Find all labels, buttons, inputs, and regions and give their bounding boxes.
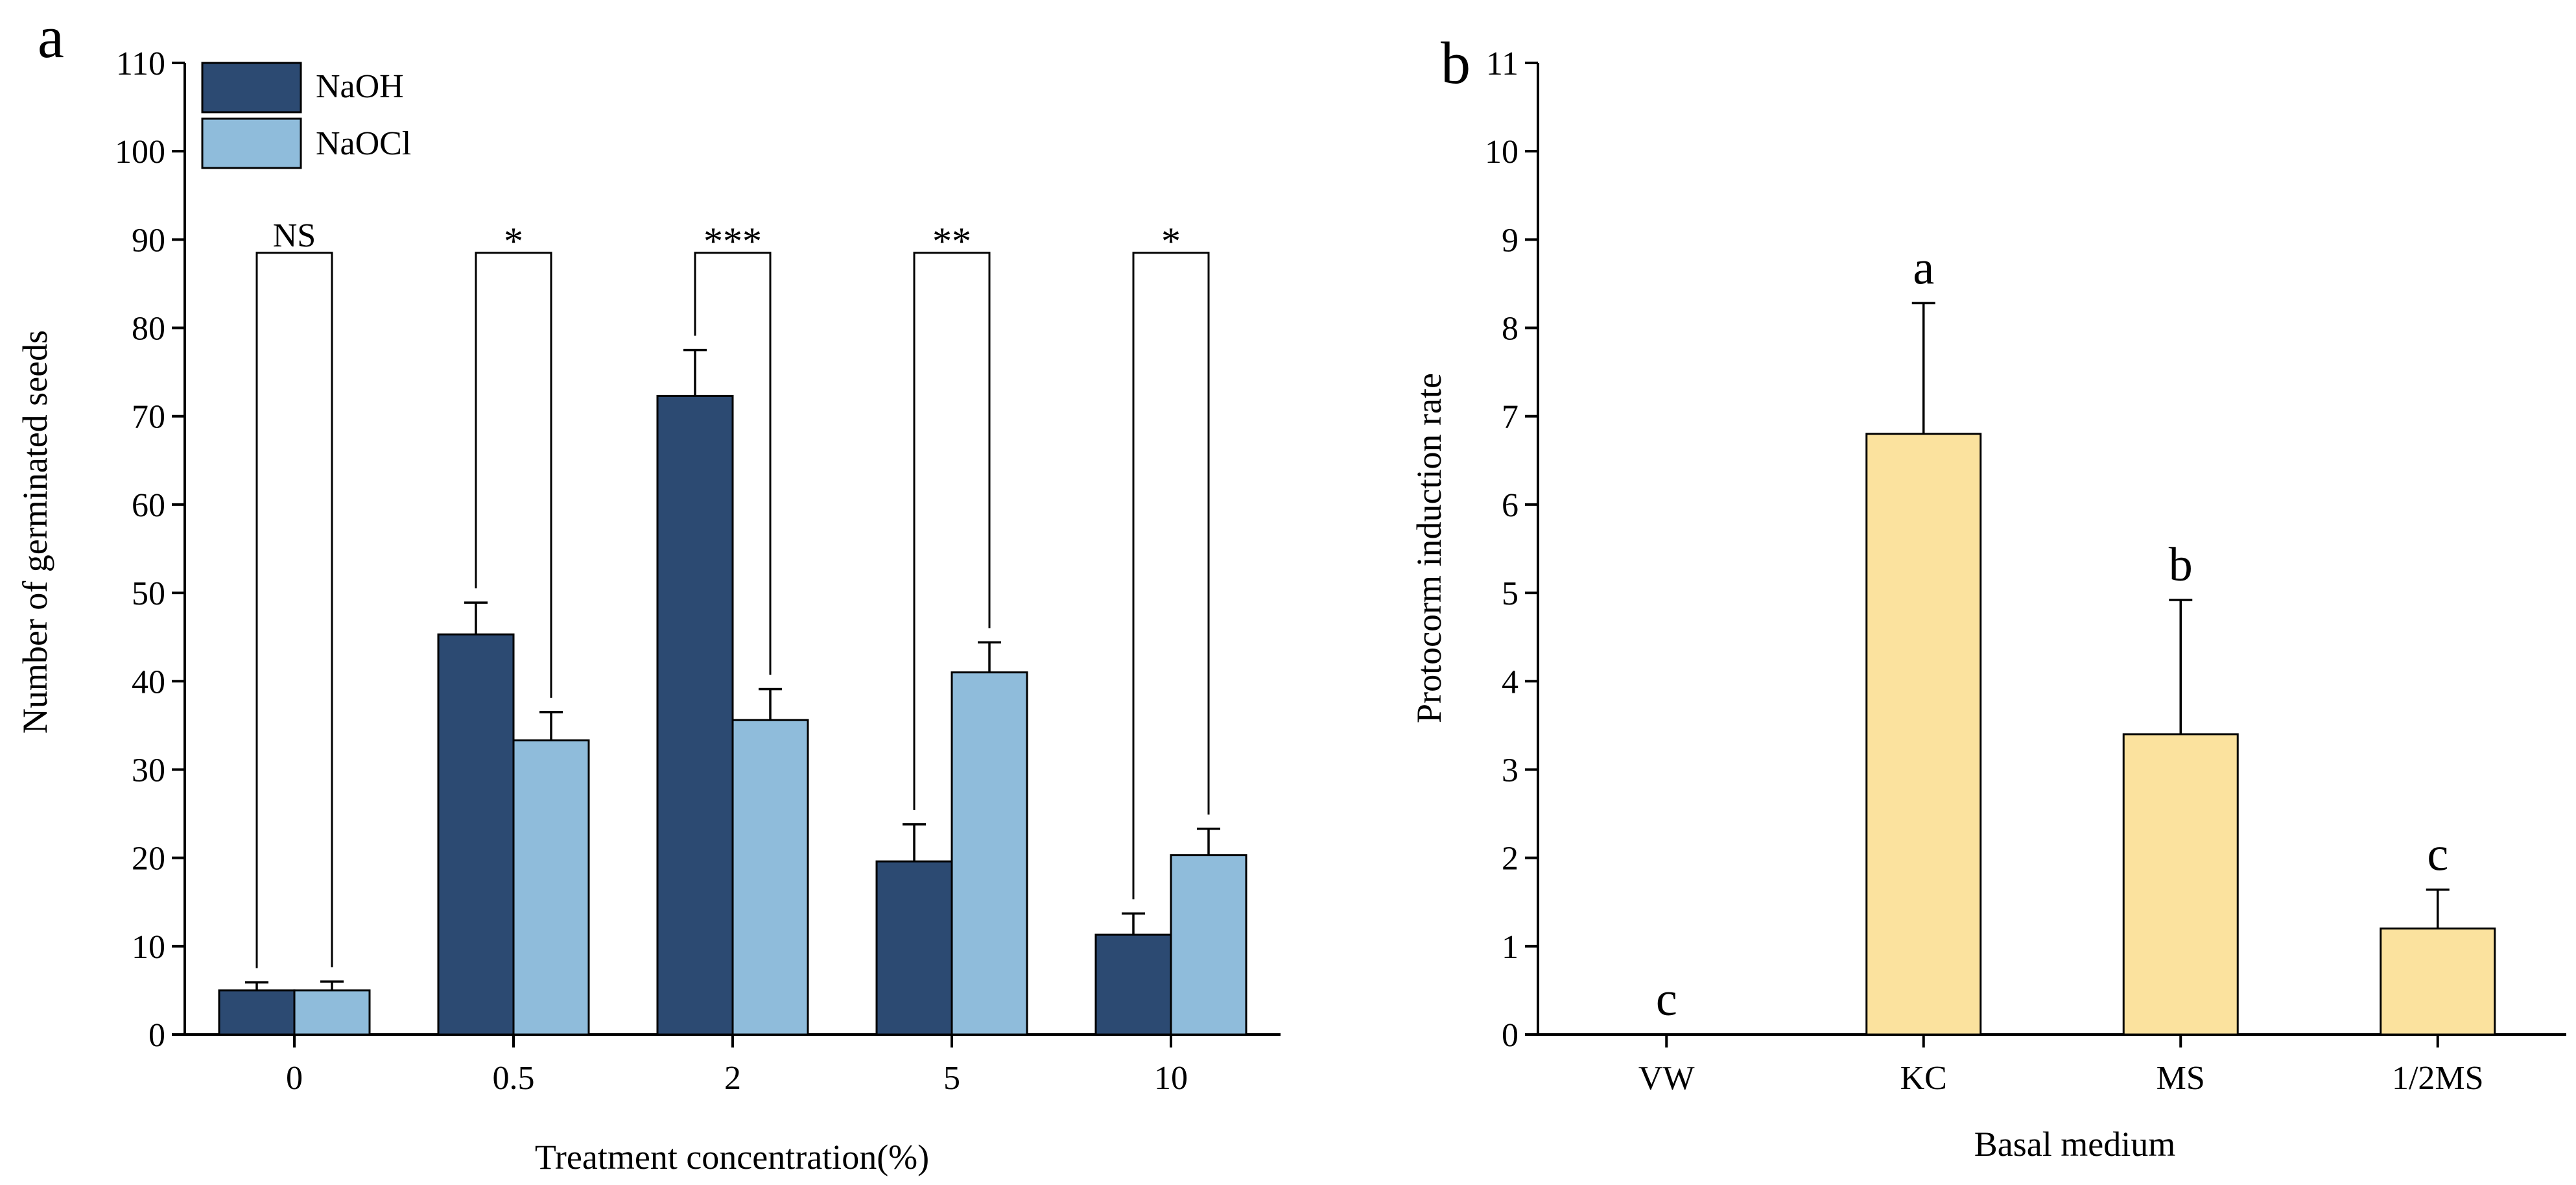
legend-swatch-naoh: [201, 62, 302, 114]
y-tick-label-11: 11: [1486, 45, 1518, 82]
bar-naoh-10: [1094, 933, 1172, 1036]
bar-naoh-0: [218, 989, 296, 1036]
bar-naocl-0: [293, 989, 371, 1036]
x-tick-label-vw: VW: [1638, 1060, 1695, 1097]
panel-a-y-axis-title: Number of germinated seeds: [16, 330, 54, 734]
panel-a-label: a: [38, 4, 64, 70]
bar-kc: [1865, 433, 1982, 1036]
x-tick-label-5: 5: [943, 1060, 960, 1097]
y-tick-label-50: 50: [132, 575, 165, 612]
significance-bracket-0: [255, 252, 333, 968]
panel-b-y-axis-title: Protocorm induction rate: [1410, 373, 1448, 723]
y-tick-label-7: 7: [1502, 399, 1518, 436]
y-tick-label-40: 40: [132, 664, 165, 700]
significance-bracket-2: [694, 252, 772, 675]
panel-b-x-axis-title: Basal medium: [1974, 1125, 2175, 1164]
significance-letter-vw: c: [1656, 973, 1677, 1026]
y-tick-label-60: 60: [132, 487, 165, 524]
significance-bracket-0-5: [475, 252, 552, 698]
significance-label-5: **: [932, 220, 971, 263]
y-tick-label-3: 3: [1502, 752, 1518, 789]
y-tick-label-9: 9: [1502, 222, 1518, 259]
y-tick-label-1: 1: [1502, 929, 1518, 966]
bar-naoh-0-5: [437, 633, 515, 1036]
panel-b-chart: b 0 1 2 3 4 5 6 7 8 9 10 11 VW KC MS 1/2MS c a b c Basal m…: [1410, 30, 2566, 1164]
significance-label-10: *: [1161, 220, 1181, 263]
significance-label-0-5: *: [504, 220, 523, 263]
y-tick-label-0: 0: [1502, 1017, 1518, 1054]
y-tick-label-2: 2: [1502, 841, 1518, 878]
legend-swatch-naocl: [201, 117, 302, 169]
y-tick-label-70: 70: [132, 399, 165, 436]
y-tick-label-4: 4: [1502, 664, 1518, 700]
panel-b-label: b: [1441, 30, 1471, 96]
y-tick-label-100: 100: [115, 134, 165, 171]
y-tick-label-30: 30: [132, 752, 165, 789]
panel-b-letters: c a b c: [1656, 241, 2448, 1026]
x-tick-label-10: 10: [1154, 1060, 1188, 1097]
panel-a-legend: NaOH NaOCl: [201, 62, 411, 169]
significance-label-2: ***: [703, 220, 762, 263]
bar-naocl-2: [731, 719, 809, 1036]
y-tick-label-80: 80: [132, 311, 165, 348]
y-tick-label-10: 10: [132, 929, 165, 966]
significance-bracket-10: [1132, 252, 1210, 900]
bar-ms: [2122, 733, 2239, 1036]
x-tick-label-1-2ms: 1/2MS: [2392, 1060, 2484, 1097]
y-tick-label-110: 110: [116, 45, 165, 82]
significance-letter-1-2ms: c: [2427, 828, 2448, 881]
significance-letter-kc: a: [1913, 241, 1934, 294]
x-tick-label-0: 0: [286, 1060, 303, 1097]
y-tick-label-90: 90: [132, 222, 165, 259]
bar-1-2ms: [2380, 928, 2496, 1036]
panel-a-bars: [218, 348, 1247, 1036]
legend-label-naocl: NaOCl: [316, 125, 411, 162]
legend-label-naoh: NaOH: [316, 68, 404, 105]
y-tick-label-0: 0: [148, 1017, 165, 1054]
y-tick-label-5: 5: [1502, 575, 1518, 612]
panel-a-axes: 0 10 20 30 40 50 60 70 80 90 100 110 0 0.5 2 5 10: [115, 45, 1281, 1097]
significance-bracket-5: [913, 252, 991, 810]
bar-naocl-10: [1170, 854, 1247, 1036]
significance-label-0: NS: [273, 217, 316, 254]
y-tick-label-10: 10: [1485, 134, 1518, 171]
y-tick-label-6: 6: [1502, 487, 1518, 524]
panel-b-bars: [1865, 302, 2496, 1036]
x-tick-label-kc: KC: [1900, 1060, 1947, 1097]
bar-naoh-5: [875, 860, 953, 1036]
bar-naocl-5: [951, 671, 1028, 1036]
x-tick-label-2: 2: [724, 1060, 741, 1097]
bar-naoh-2: [656, 394, 734, 1036]
x-tick-label-0-5: 0.5: [493, 1060, 535, 1097]
y-tick-label-8: 8: [1502, 311, 1518, 348]
panel-a-significance: NS * *** ** *: [255, 217, 1210, 968]
significance-letter-ms: b: [2169, 538, 2193, 592]
y-tick-label-20: 20: [132, 841, 165, 878]
x-tick-label-ms: MS: [2157, 1060, 2205, 1097]
panel-a-x-axis-title: Treatment concentration(%): [535, 1138, 929, 1177]
bar-naocl-0-5: [512, 739, 590, 1036]
